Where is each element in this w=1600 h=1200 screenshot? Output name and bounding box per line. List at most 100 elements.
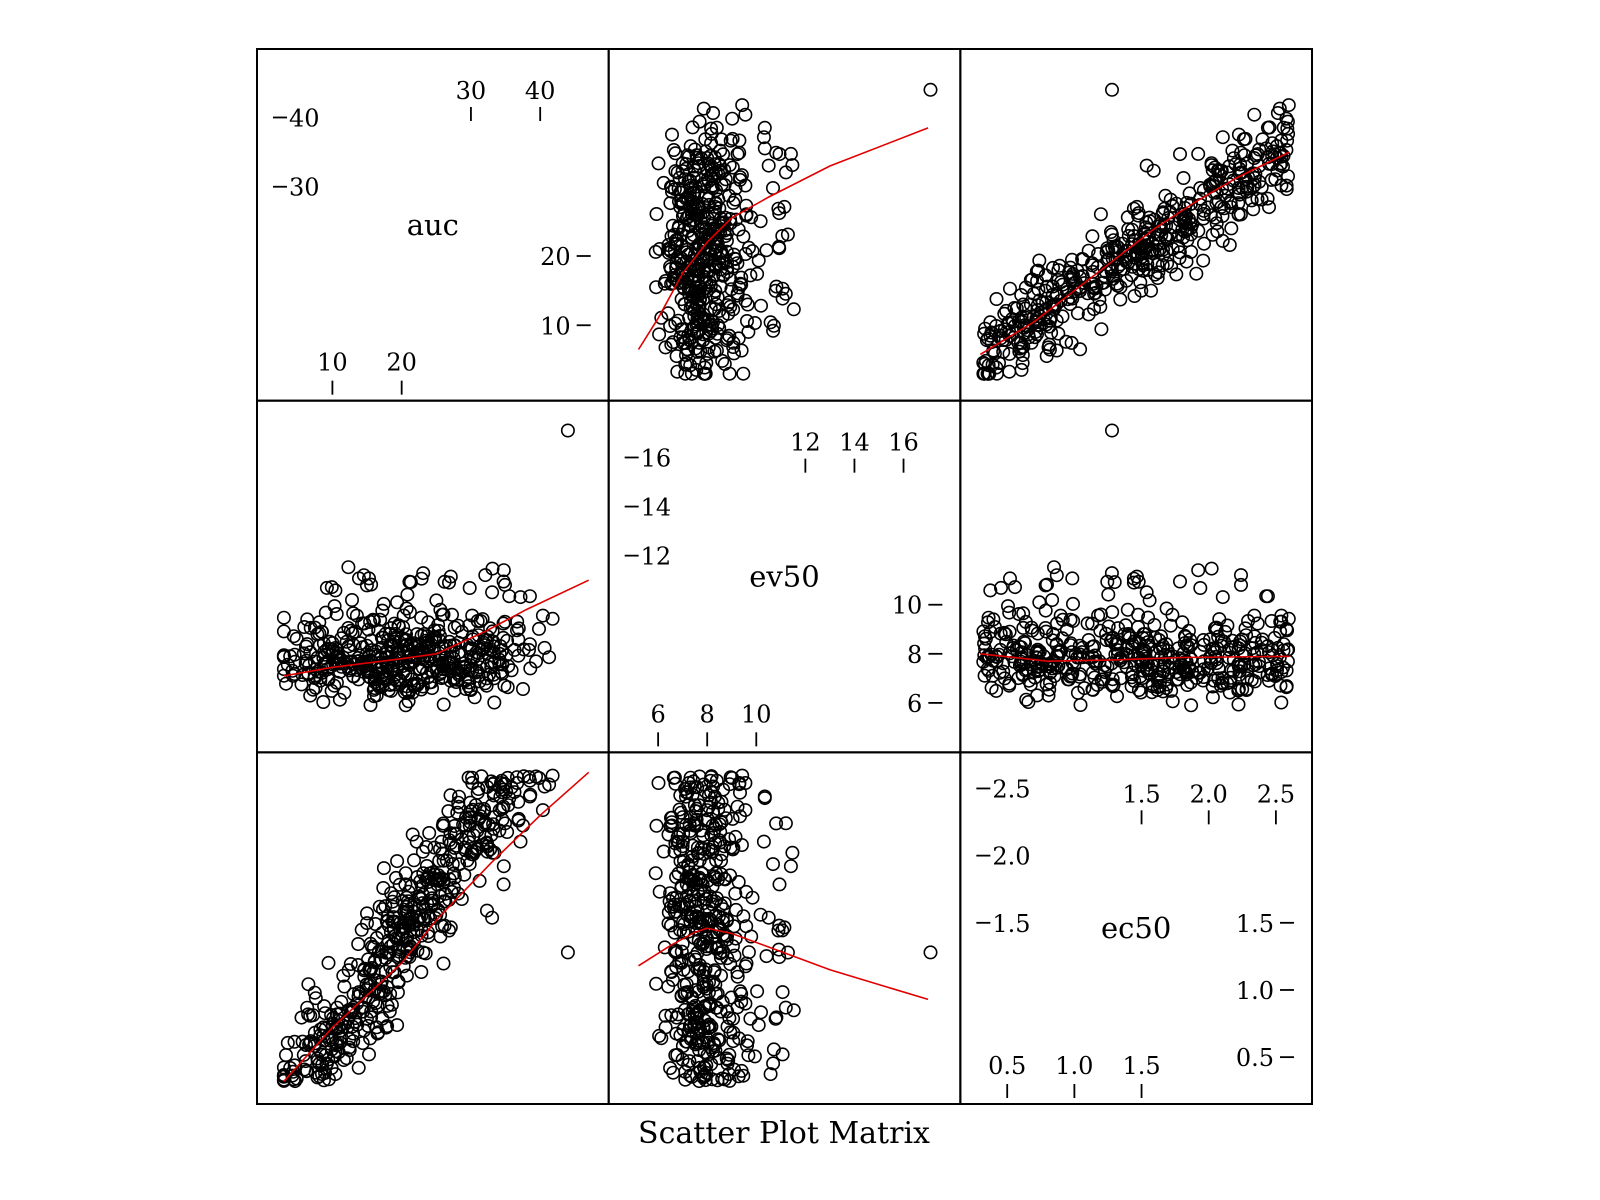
data-point <box>390 985 405 1000</box>
data-point <box>1214 638 1229 653</box>
data-point <box>690 1015 705 1030</box>
data-point <box>359 578 374 593</box>
data-point <box>686 774 701 789</box>
data-point <box>382 1004 397 1019</box>
data-point <box>652 884 667 899</box>
data-point <box>276 610 291 625</box>
data-point <box>651 156 666 171</box>
data-point <box>777 920 792 935</box>
chart-title: Scatter Plot Matrix <box>638 1116 930 1151</box>
data-point <box>296 646 311 661</box>
data-point <box>723 133 738 148</box>
data-point <box>674 805 689 820</box>
data-point <box>373 612 388 627</box>
data-point <box>700 263 715 278</box>
data-point <box>443 920 458 935</box>
data-point <box>1165 694 1180 709</box>
data-point <box>739 313 754 328</box>
data-point <box>728 192 743 207</box>
data-point <box>1250 147 1265 162</box>
data-point <box>462 829 477 844</box>
data-point <box>720 1004 735 1019</box>
data-point <box>726 1034 741 1049</box>
data-point <box>728 886 743 901</box>
data-point <box>1002 281 1017 296</box>
data-point <box>337 685 352 700</box>
data-point <box>735 98 750 113</box>
data-point <box>1125 670 1140 685</box>
data-point <box>444 884 459 899</box>
data-point <box>1055 277 1070 292</box>
data-point <box>415 660 430 675</box>
data-point <box>1059 334 1074 349</box>
data-point <box>416 866 431 881</box>
data-point <box>658 1008 673 1023</box>
data-point <box>1087 301 1102 316</box>
data-point <box>664 818 679 833</box>
data-point <box>298 639 313 654</box>
data-point <box>312 1056 327 1071</box>
data-point <box>717 839 732 854</box>
data-point <box>705 1044 720 1059</box>
data-point <box>472 660 487 675</box>
data-point <box>397 633 412 648</box>
data-point <box>1031 263 1046 278</box>
data-point <box>485 910 500 925</box>
data-point <box>743 1011 758 1026</box>
data-point <box>704 121 719 136</box>
data-point <box>1158 188 1173 203</box>
data-point <box>715 353 730 368</box>
data-point <box>778 165 793 180</box>
data-point <box>310 1054 325 1069</box>
tick-label-auc-left: 10 <box>540 312 571 340</box>
data-point <box>1132 236 1147 251</box>
data-point <box>766 1056 781 1071</box>
data-point <box>691 201 706 216</box>
data-point <box>703 246 718 261</box>
data-point <box>1087 648 1102 663</box>
data-point <box>772 147 787 162</box>
data-point <box>429 593 444 608</box>
data-point <box>462 580 477 595</box>
data-point <box>545 768 560 783</box>
data-point <box>1065 571 1080 586</box>
data-point <box>497 678 512 693</box>
data-point <box>711 192 726 207</box>
data-point <box>1176 660 1191 675</box>
smoother-line-auc-vs-ev50 <box>637 127 929 350</box>
data-point <box>1146 163 1161 178</box>
data-point <box>989 683 1004 698</box>
data-point <box>674 265 689 280</box>
data-point <box>1255 132 1270 147</box>
data-point <box>451 618 466 633</box>
data-point <box>1247 171 1262 186</box>
data-point <box>720 298 735 313</box>
data-point <box>447 840 462 855</box>
data-point <box>361 1047 376 1062</box>
data-point <box>1215 233 1230 248</box>
data-point <box>442 655 457 670</box>
data-point <box>1035 295 1050 310</box>
data-point <box>436 697 451 712</box>
data-point <box>1262 200 1277 215</box>
data-point <box>670 364 685 379</box>
data-point <box>364 1004 379 1019</box>
data-point <box>771 239 786 254</box>
data-point <box>1197 654 1212 669</box>
data-point <box>1265 148 1280 163</box>
data-point <box>343 956 358 971</box>
data-point <box>1105 605 1120 620</box>
data-point <box>497 776 512 791</box>
data-point <box>380 1019 395 1034</box>
data-point <box>1176 653 1191 668</box>
data-point <box>1254 635 1269 650</box>
data-point <box>996 332 1011 347</box>
data-point <box>1093 299 1108 314</box>
data-point <box>1085 229 1100 244</box>
data-point <box>705 844 720 859</box>
data-point <box>683 358 698 373</box>
data-point <box>678 1064 693 1079</box>
data-point <box>661 306 676 321</box>
data-point <box>487 695 502 710</box>
data-point <box>734 837 749 852</box>
